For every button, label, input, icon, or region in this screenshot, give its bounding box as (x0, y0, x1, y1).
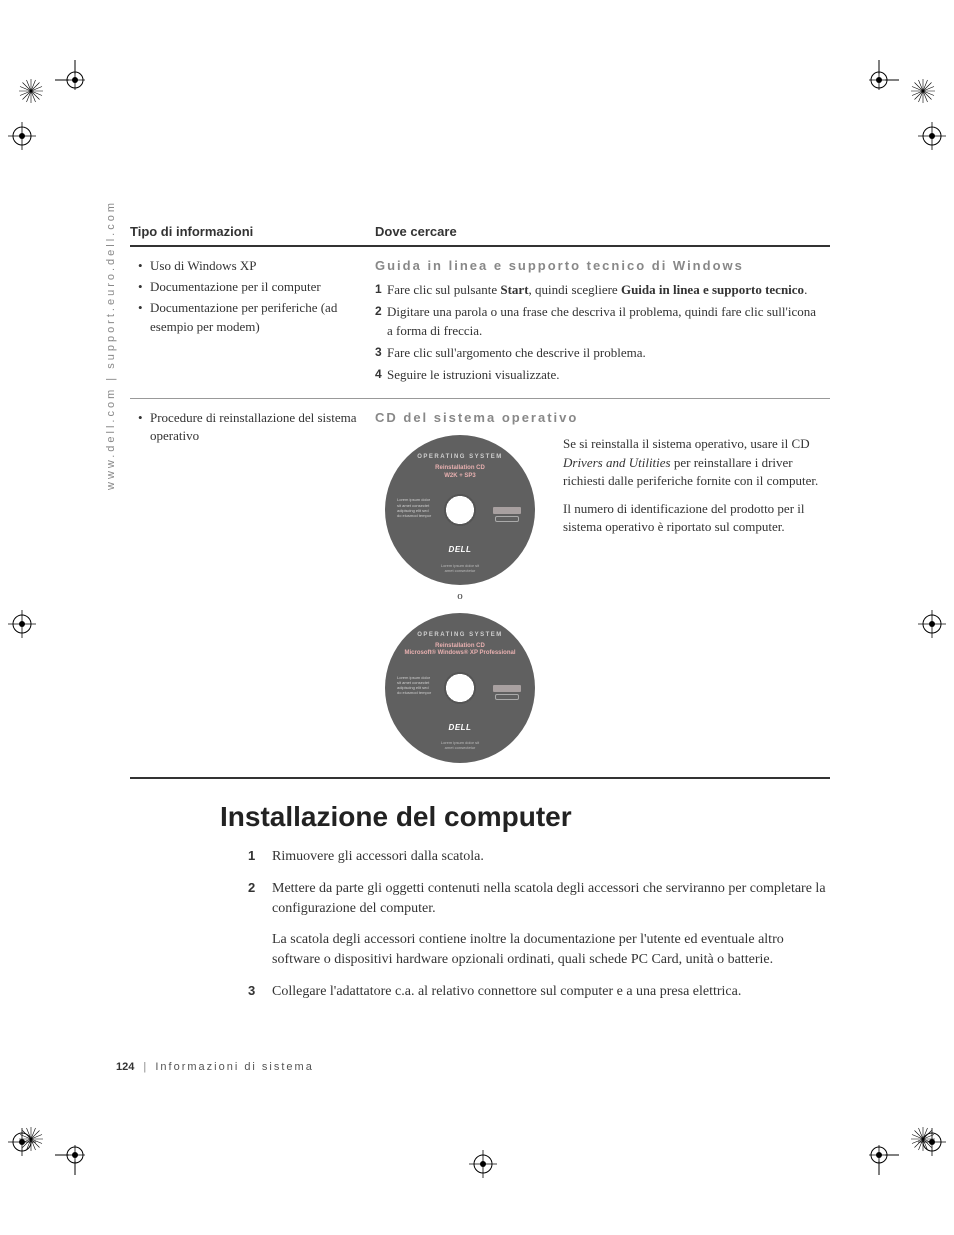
registration-mark-icon (916, 120, 948, 157)
cd-description: Se si reinstalla il sistema operativo, u… (563, 435, 822, 546)
where-subtitle: Guida in linea e supporto tecnico di Win… (375, 257, 822, 275)
cd-disc-icon: OPERATING SYSTEM Reinstallation CDW2K + … (385, 435, 535, 585)
registration-mark-icon (467, 1148, 499, 1185)
install-steps: 1Rimuovere gli accessori dalla scatola. … (248, 847, 830, 1003)
list-item: 1Fare clic sul pulsante Start, quindi sc… (375, 281, 822, 299)
list-item: Documentazione per periferiche (ad esemp… (138, 299, 367, 335)
registration-mark-icon (916, 608, 948, 645)
page-content: Tipo di informazioni Dove cercare Uso di… (130, 218, 830, 1014)
crop-mark-icon (859, 60, 899, 100)
side-url: www.dell.com | support.euro.dell.com (105, 200, 117, 490)
col-header-type: Tipo di informazioni (130, 218, 375, 246)
page-number: 124 (116, 1061, 134, 1073)
list-item: 2Mettere da parte gli oggetti contenuti … (248, 879, 830, 970)
col-header-where: Dove cercare (375, 218, 830, 246)
starburst-icon (18, 1126, 44, 1157)
cd-separator: o (375, 589, 545, 604)
list-item: 1Rimuovere gli accessori dalla scatola. (248, 847, 830, 867)
list-item: 2Digitare una parola o una frase che des… (375, 303, 822, 339)
list-item: Procedure di reinstallazione del sistema… (138, 409, 367, 445)
starburst-icon (910, 78, 936, 109)
crop-mark-icon (55, 60, 95, 100)
where-subtitle: CD del sistema operativo (375, 409, 822, 427)
table-row: Procedure di reinstallazione del sistema… (130, 399, 830, 778)
crop-mark-icon (55, 1135, 95, 1175)
page-heading: Installazione del computer (220, 801, 830, 833)
info-bullets: Procedure di reinstallazione del sistema… (130, 409, 367, 445)
info-bullets: Uso di Windows XP Documentazione per il … (130, 257, 367, 336)
footer-section: Informazioni di sistema (155, 1061, 314, 1073)
cd-disc-icon: OPERATING SYSTEM Reinstallation CDMicros… (385, 613, 535, 763)
info-table: Tipo di informazioni Dove cercare Uso di… (130, 218, 830, 779)
list-item: Documentazione per il computer (138, 278, 367, 296)
cd-images: OPERATING SYSTEM Reinstallation CDW2K + … (375, 435, 545, 766)
registration-mark-icon (6, 120, 38, 157)
list-item: Uso di Windows XP (138, 257, 367, 275)
starburst-icon (18, 78, 44, 109)
table-row: Uso di Windows XP Documentazione per il … (130, 246, 830, 399)
registration-mark-icon (6, 608, 38, 645)
page-footer: 124 | Informazioni di sistema (116, 1061, 314, 1073)
list-item: 3Fare clic sull'argomento che descrive i… (375, 344, 822, 362)
starburst-icon (910, 1126, 936, 1157)
crop-mark-icon (859, 1135, 899, 1175)
list-item: 3Collegare l'adattatore c.a. al relativo… (248, 982, 830, 1002)
list-item: 4Seguire le istruzioni visualizzate. (375, 366, 822, 384)
where-steps: 1Fare clic sul pulsante Start, quindi sc… (375, 281, 822, 384)
